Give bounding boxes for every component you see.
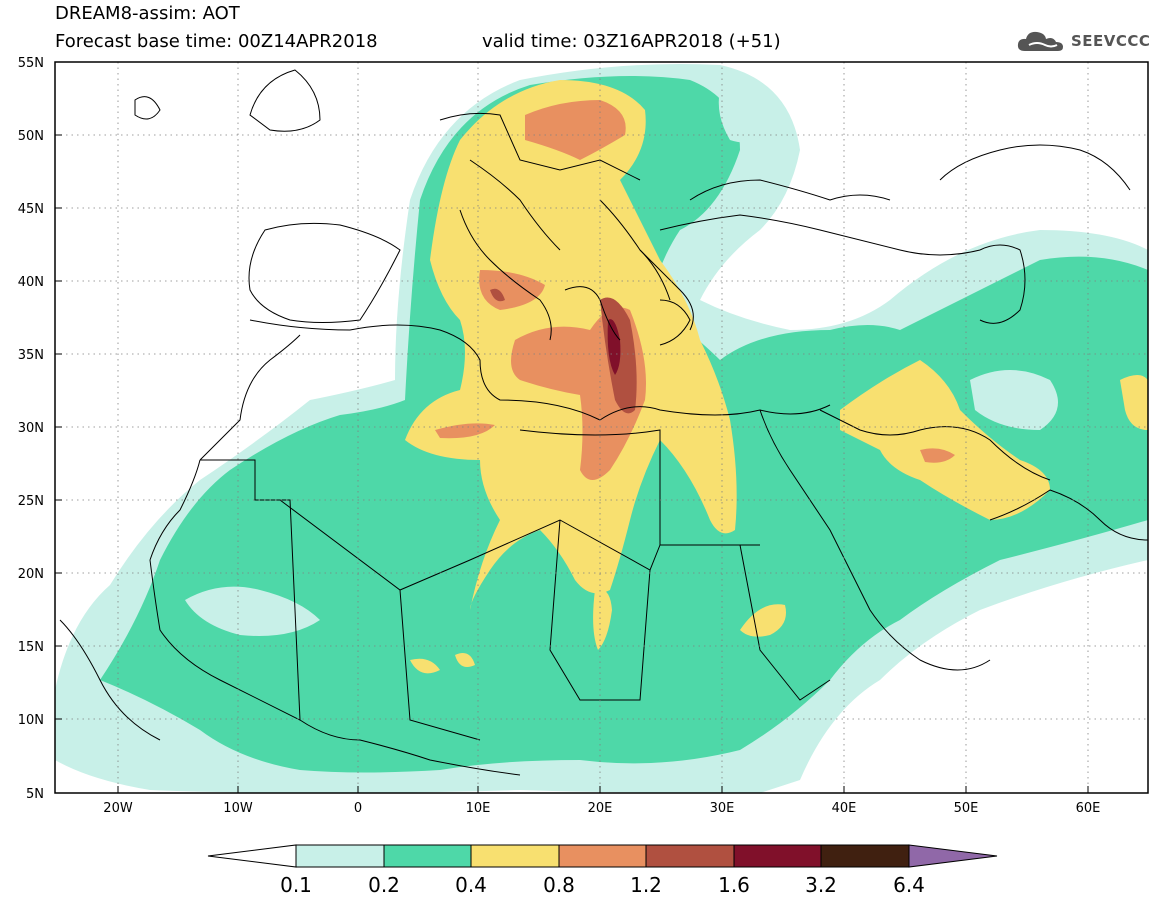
aot-contour-1.2 — [490, 288, 505, 302]
colorbar-box — [645, 844, 735, 868]
logo-text: SEEVCCC — [1071, 32, 1151, 50]
aot-contour-0.4 — [410, 652, 475, 674]
colorbar-label: 3.2 — [805, 873, 837, 897]
lat-label: 50N — [18, 129, 44, 144]
colorbar-box — [295, 844, 385, 868]
lon-label: 10W — [223, 801, 253, 816]
lat-label: 25N — [18, 494, 44, 509]
lat-label: 10N — [18, 713, 44, 728]
colorbar-label: 1.6 — [718, 873, 750, 897]
lat-label: 55N — [18, 56, 44, 71]
lat-labels: 55N 50N 45N 40N 35N 30N 25N 20N 15N 10N … — [18, 56, 44, 802]
colorbar-box — [470, 844, 560, 868]
valid-time: valid time: 03Z16APR2018 (+51) — [482, 31, 781, 52]
aot-contour-0.4 — [840, 360, 1050, 520]
aot-contour-0.4 — [740, 604, 786, 637]
aot-contour-0.1 — [718, 88, 780, 143]
aot-contour-0.8 — [479, 270, 545, 310]
forecast-base-time: Forecast base time: 00Z14APR2018 — [55, 31, 378, 52]
lon-label: 40E — [832, 801, 857, 816]
aot-field — [55, 62, 1148, 793]
coastlines — [59, 69, 1148, 776]
aot-contour-0.4 — [593, 589, 612, 650]
aot-contour-0.8 — [920, 448, 955, 463]
colorbar-box — [558, 844, 647, 868]
aot-contour-0.1 — [970, 370, 1058, 430]
colorbar-box — [383, 844, 472, 868]
cloud-icon — [1017, 31, 1063, 51]
colorbar-label: 0.8 — [543, 873, 575, 897]
colorbar-label: 0.1 — [280, 873, 312, 897]
axis-ticks — [55, 61, 1089, 794]
lon-label: 20W — [103, 801, 133, 816]
lon-labels: 20W 10W 0 10E 20E 30E 40E 50E 60E — [103, 801, 1100, 816]
lat-label: 40N — [18, 275, 44, 290]
colorbar-upper-arrow — [908, 844, 998, 868]
lat-label: 5N — [26, 787, 44, 802]
lon-label: 60E — [1076, 801, 1101, 816]
lon-label: 20E — [588, 801, 613, 816]
colorbar-label: 1.2 — [630, 873, 662, 897]
aot-contour-0.8 — [525, 100, 626, 160]
colorbar-label: 0.4 — [455, 873, 487, 897]
colorbar-label: 6.4 — [893, 873, 925, 897]
seevccc-logo: SEEVCCC — [1015, 26, 1150, 56]
lon-label: 0 — [354, 801, 362, 816]
aot-contour-1.6 — [607, 319, 621, 375]
colorbar-box — [733, 844, 822, 868]
colorbar-labels: 0.1 0.2 0.4 0.8 1.2 1.6 3.2 6.4 — [280, 873, 925, 897]
lat-label: 20N — [18, 567, 44, 582]
grid-lines — [55, 62, 1148, 793]
lat-label: 15N — [18, 640, 44, 655]
lat-label: 30N — [18, 421, 44, 436]
colorbar — [207, 844, 998, 868]
lon-label: 10E — [466, 801, 491, 816]
aot-contour-0.1 — [185, 586, 320, 636]
aot-contour-0.4 — [1120, 375, 1148, 430]
chart-title: DREAM8-assim: AOT — [55, 3, 240, 24]
lon-label: 50E — [954, 801, 979, 816]
colorbar-box — [820, 844, 910, 868]
colorbar-lower-arrow — [207, 844, 297, 868]
lat-label: 35N — [18, 348, 44, 363]
lat-label: 45N — [18, 202, 44, 217]
colorbar-label: 0.2 — [368, 873, 400, 897]
lon-label: 30E — [710, 801, 735, 816]
